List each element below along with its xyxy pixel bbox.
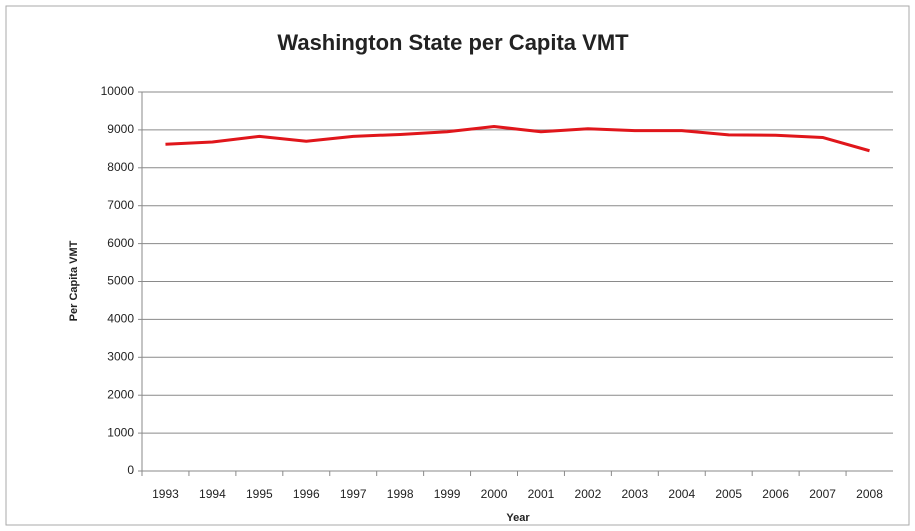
x-tick-label: 2008	[856, 487, 883, 501]
y-tick-label: 8000	[107, 160, 134, 174]
x-tick-label: 2006	[762, 487, 789, 501]
x-tick-label: 1999	[434, 487, 461, 501]
y-tick-label: 3000	[107, 349, 134, 363]
x-tick-label: 1998	[387, 487, 414, 501]
x-tick-label: 2002	[575, 487, 602, 501]
chart-title: Washington State per Capita VMT	[277, 30, 629, 55]
y-tick-label: 2000	[107, 387, 134, 401]
y-tick-label: 10000	[101, 84, 135, 98]
x-axis-label: Year	[506, 512, 530, 524]
x-tick-label: 1994	[199, 487, 226, 501]
y-tick-label: 9000	[107, 122, 134, 136]
y-tick-label: 7000	[107, 198, 134, 212]
x-tick-label: 2005	[715, 487, 742, 501]
chart-border	[5, 5, 910, 526]
x-tick-label: 1996	[293, 487, 320, 501]
x-tick-label: 2003	[621, 487, 648, 501]
y-tick-label: 1000	[107, 425, 134, 439]
data-line	[165, 124, 870, 153]
x-tick-label: 1993	[152, 487, 179, 501]
x-tick-label: 2001	[528, 487, 555, 501]
x-tick-label: 1997	[340, 487, 367, 501]
x-tick-label: 2007	[809, 487, 836, 501]
y-tick-label: 5000	[107, 274, 134, 288]
y-tick-label: 6000	[107, 236, 134, 250]
y-tick-label: 0	[127, 463, 134, 477]
y-axis-label: Per Capita VMT	[68, 240, 80, 321]
x-tick-label: 2000	[481, 487, 508, 501]
x-tick-label: 1995	[246, 487, 273, 501]
y-tick-label: 4000	[107, 312, 134, 326]
x-tick-label: 2004	[668, 487, 695, 501]
